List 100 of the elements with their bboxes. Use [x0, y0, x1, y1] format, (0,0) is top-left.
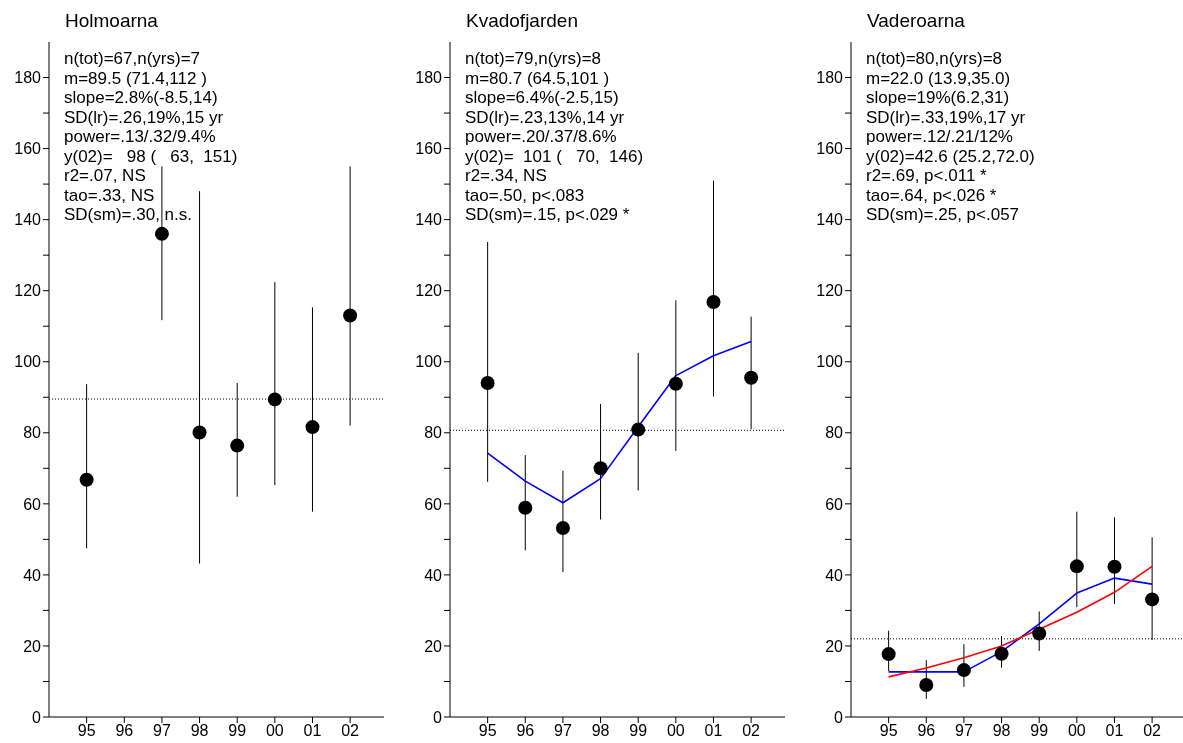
point: [631, 422, 646, 437]
point: [343, 308, 358, 323]
y-tick-label: 0: [834, 708, 844, 726]
x-tick-label: 96: [516, 722, 535, 740]
annotation: power=.13/.32/9.4%: [64, 127, 217, 147]
annotation: power=.20/.37/8.6%: [465, 127, 618, 147]
y-tick-label: 100: [415, 353, 443, 371]
annotation: slope=6.4%(-2.5,15): [465, 88, 620, 108]
x-tick-label: 98: [992, 722, 1011, 740]
x-tick-label: 95: [77, 722, 96, 740]
y-tick-label: 180: [415, 69, 443, 87]
point: [668, 376, 683, 391]
annotation: SD(lr)=.33,19%,17 yr: [866, 107, 1027, 127]
x-tick-label: 98: [591, 722, 610, 740]
point: [919, 678, 934, 693]
y-tick-label: 60: [424, 495, 443, 513]
y-tick-label: 160: [14, 140, 42, 158]
annotation: power=.12/.21/12%: [866, 127, 1014, 147]
point: [305, 420, 320, 435]
x-tick-label: 99: [1030, 722, 1049, 740]
annotation: SD(lr)=.26,19%,15 yr: [64, 107, 225, 127]
y-tick-label: 160: [816, 140, 844, 158]
y-tick-label: 40: [825, 566, 844, 584]
x-tick-label: 01: [303, 722, 322, 740]
annotation: tao=.64, p<.026 *: [866, 185, 998, 205]
y-tick-label: 180: [14, 69, 42, 87]
y-tick-label: 140: [14, 211, 42, 229]
annotation: m=89.5 (71.4,112 ): [64, 68, 208, 88]
x-tick-label: 99: [629, 722, 648, 740]
chart-title: Kvadofjarden: [466, 10, 578, 32]
y-tick-label: 120: [14, 282, 42, 300]
chart-title: Holmoarna: [65, 10, 158, 32]
annotation: tao=.33, NS: [64, 185, 156, 205]
x-tick-label: 00: [265, 722, 284, 740]
annotation: tao=.50, p<.083: [465, 185, 586, 205]
annotation: SD(sm)=.25, p<.057: [866, 205, 1021, 225]
x-tick-label: 98: [190, 722, 209, 740]
annotation: n(tot)=67,n(yrs)=7: [64, 49, 202, 69]
x-tick-label: 97: [153, 722, 171, 740]
x-tick-label: 02: [341, 722, 360, 740]
y-tick-label: 40: [23, 566, 42, 584]
x-tick-label: 02: [1143, 722, 1162, 740]
annotation: SD(sm)=.30, n.s.: [64, 205, 193, 225]
y-tick-label: 140: [415, 211, 443, 229]
x-tick-label: 01: [704, 722, 723, 740]
y-tick-label: 20: [23, 637, 42, 655]
x-tick-label: 99: [228, 722, 247, 740]
annotation: slope=2.8%(-8.5,14): [64, 88, 219, 108]
y-tick-label: 100: [14, 353, 42, 371]
point: [1032, 626, 1047, 641]
y-tick-label: 120: [816, 282, 844, 300]
y-tick-label: 0: [32, 708, 42, 726]
annotation: m=22.0 (13.9,35.0): [866, 68, 1012, 88]
y-tick-label: 100: [816, 353, 844, 371]
annotation: m=80.7 (64.5,101 ): [465, 68, 611, 88]
point: [192, 425, 207, 440]
line-series: [887, 565, 1153, 678]
point: [480, 376, 495, 391]
y-tick-label: 80: [825, 424, 844, 442]
annotation: slope=19%(6.2,31): [866, 88, 1011, 108]
point: [994, 646, 1009, 661]
y-tick-label: 0: [433, 708, 443, 726]
point: [1145, 592, 1160, 607]
annotation: r2=.69, p<.011 *: [866, 166, 988, 186]
x-tick-label: 97: [955, 722, 973, 740]
y-tick-label: 80: [424, 424, 443, 442]
annotation: y(02)=42.6 (25.2,72.0): [866, 146, 1035, 166]
y-tick-label: 140: [816, 211, 844, 229]
y-tick-label: 20: [424, 637, 443, 655]
x-tick-label: 96: [115, 722, 134, 740]
y-tick-label: 80: [23, 424, 42, 442]
annotation: y(02)= 98 ( 63, 151): [64, 146, 238, 166]
point: [744, 370, 759, 385]
x-tick-label: 00: [666, 722, 685, 740]
annotation: n(tot)=79,n(yrs)=8: [465, 49, 603, 69]
point: [1069, 559, 1084, 574]
y-tick-label: 180: [816, 69, 844, 87]
x-tick-label: 96: [917, 722, 936, 740]
annotation: y(02)= 101 ( 70, 146): [465, 146, 644, 166]
annotation: r2=.07, NS: [64, 166, 147, 186]
point: [518, 500, 533, 515]
y-tick-label: 40: [424, 566, 443, 584]
y-tick-label: 160: [415, 140, 443, 158]
x-tick-label: 02: [742, 722, 761, 740]
x-tick-label: 97: [554, 722, 572, 740]
y-tick-label: 120: [415, 282, 443, 300]
chart-title: Vaderoarna: [867, 10, 965, 32]
annotation: SD(sm)=.15, p<.029 *: [465, 205, 631, 225]
point: [267, 392, 282, 407]
x-tick-label: 95: [879, 722, 898, 740]
annotation: SD(lr)=.23,13%,14 yr: [465, 107, 626, 127]
point: [706, 295, 721, 310]
point: [1107, 559, 1122, 574]
annotation: r2=.34, NS: [465, 166, 548, 186]
y-tick-label: 60: [23, 495, 42, 513]
x-tick-label: 01: [1105, 722, 1124, 740]
annotation: n(tot)=80,n(yrs)=8: [866, 49, 1004, 69]
point: [154, 226, 169, 241]
point: [555, 521, 570, 535]
y-tick-label: 20: [825, 637, 844, 655]
